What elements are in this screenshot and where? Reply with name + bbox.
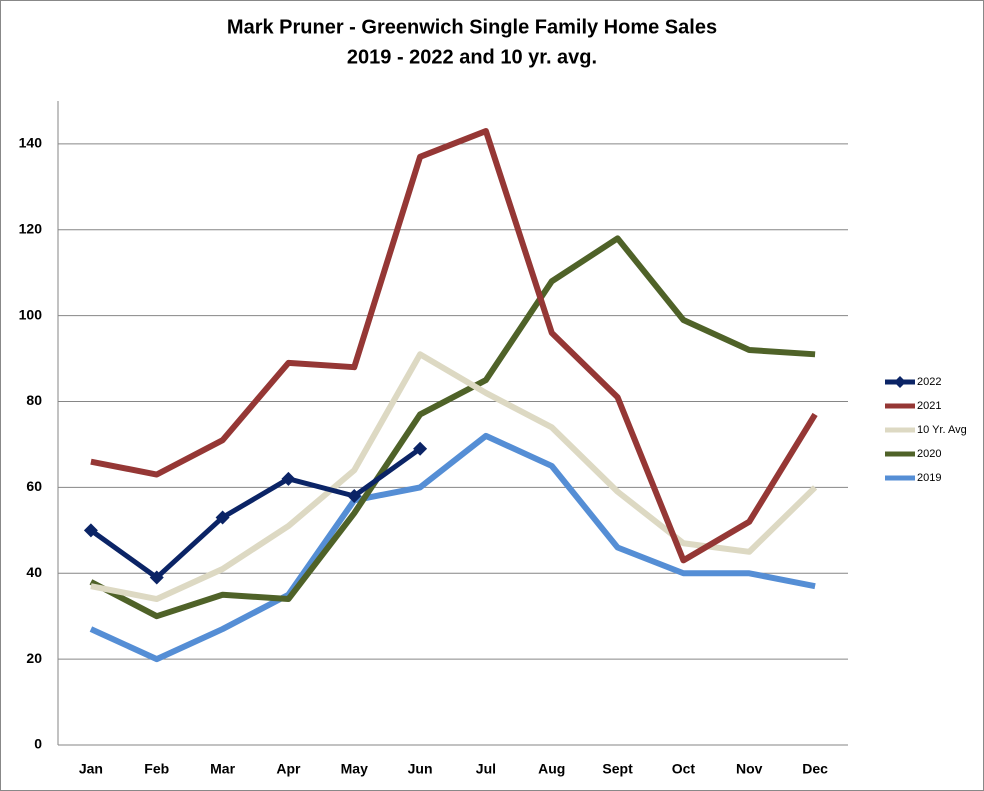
x-tick-label: Jul — [476, 761, 496, 777]
x-tick-label: Dec — [802, 761, 828, 777]
legend-label: 2020 — [917, 448, 941, 460]
y-tick-label: 60 — [26, 478, 42, 494]
x-tick-label: Aug — [538, 761, 565, 777]
legend-label: 2022 — [917, 376, 941, 388]
y-tick-label: 80 — [26, 392, 42, 408]
series-line — [89, 235, 816, 620]
point-marker — [149, 570, 164, 585]
chart-title: Mark Pruner - Greenwich Single Family Ho… — [227, 16, 717, 38]
x-tick-label: Sept — [602, 761, 633, 777]
x-tick-label: Nov — [736, 761, 763, 777]
x-tick-label: May — [341, 761, 368, 777]
legend-label: 2019 — [917, 472, 941, 484]
point-marker — [83, 523, 98, 538]
chart-subtitle: 2019 - 2022 and 10 yr. avg. — [347, 46, 597, 68]
y-tick-label: 40 — [26, 564, 42, 580]
point-marker — [347, 488, 362, 503]
y-tick-label: 120 — [19, 221, 43, 237]
series-line — [90, 351, 818, 603]
x-tick-label: Mar — [210, 761, 235, 777]
point-marker — [281, 471, 296, 486]
y-tick-label: 20 — [26, 650, 42, 666]
point-marker — [413, 441, 428, 456]
x-tick-label: Apr — [276, 761, 301, 777]
series-line — [89, 446, 422, 581]
x-tick-label: Feb — [144, 761, 169, 777]
y-tick-label: 100 — [19, 306, 43, 322]
y-tick-label: 140 — [19, 135, 43, 151]
legend-label: 10 Yr. Avg — [917, 424, 967, 436]
x-tick-label: Jan — [79, 761, 103, 777]
x-tick-label: Jun — [408, 761, 433, 777]
point-marker — [215, 510, 230, 525]
y-tick-label: 0 — [34, 736, 42, 752]
legend-marker — [894, 376, 906, 388]
series-line — [89, 432, 816, 663]
x-tick-label: Oct — [672, 761, 696, 777]
series-line — [90, 128, 818, 564]
legend-label: 2021 — [917, 400, 941, 412]
